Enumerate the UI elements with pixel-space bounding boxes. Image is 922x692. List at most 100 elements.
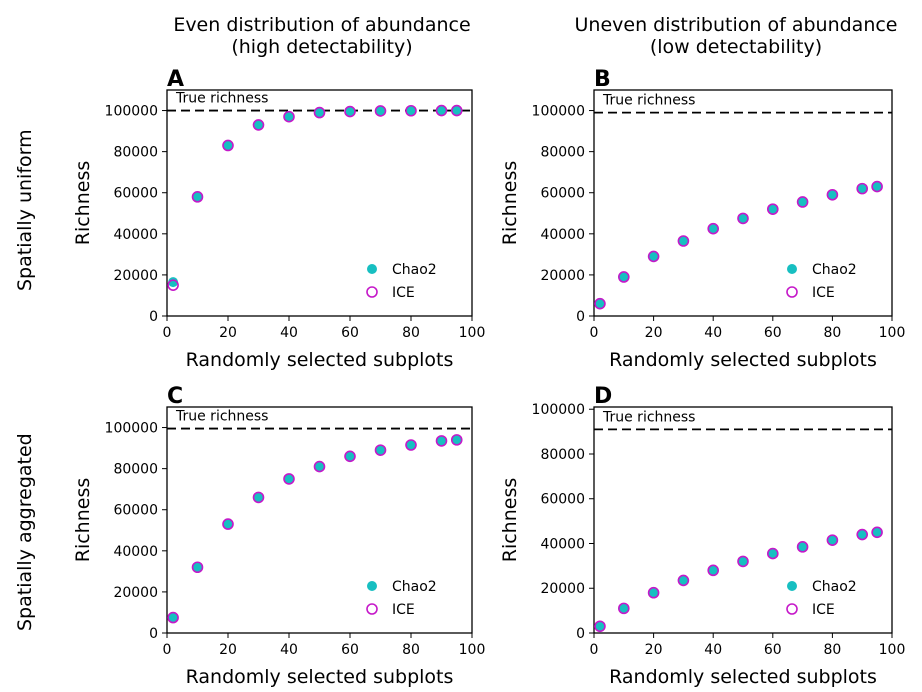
- column-title-even-line1: Even distribution of abundance: [173, 14, 471, 36]
- panel-a-chao2-point: [192, 191, 203, 202]
- panel-a-ice-point: [435, 104, 448, 117]
- panel-a-xtick-label: 20: [219, 325, 237, 341]
- panel-c-ytick-label: 60000: [113, 503, 158, 519]
- panel-a-ice-point: [283, 110, 295, 123]
- panel-c-ice-point: [313, 460, 326, 473]
- panel-a-ytick-label: 100000: [105, 104, 158, 120]
- panel-c-xtick-label: 60: [341, 642, 359, 658]
- panel-c-ytick-label: 20000: [113, 585, 158, 601]
- panel-a-chao2-point: [451, 105, 462, 116]
- panel-d-ice-point: [647, 586, 660, 599]
- panel-d-ice-point: [826, 534, 839, 546]
- panel-c-chao2-point: [345, 451, 355, 462]
- panel-c-axes-frame: [166, 406, 473, 634]
- panel-d-ice-point: [677, 574, 690, 587]
- panel-c-ytick-label: 40000: [113, 544, 158, 560]
- panel-b-ice-point: [647, 250, 660, 263]
- panel-b-ice-point: [677, 235, 690, 247]
- panel-c-ice-point: [405, 439, 417, 451]
- panel-a-xtick-label: 40: [280, 325, 298, 341]
- panel-c-chao2-point: [314, 461, 325, 472]
- panel-a-ylabel: Richness: [72, 161, 94, 246]
- panel-d-ytick-label: 0: [576, 626, 585, 642]
- panel-d-legend-chao2-label: Chao2: [812, 579, 857, 595]
- panel-c-ytick-label: 0: [149, 626, 158, 642]
- panel-b-chao2-point: [678, 236, 689, 247]
- panel-d-xtick-label: 40: [704, 642, 722, 658]
- panel-b-legend-chao2-label: Chao2: [812, 262, 857, 278]
- panel-d-ice-point: [871, 526, 883, 539]
- panel-a-xtick-label: 80: [402, 325, 420, 341]
- panel-c-legend-ice-label: ICE: [392, 602, 415, 618]
- panel-c-ytick-label: 100000: [105, 421, 158, 437]
- column-title-uneven-line2: (low detectability): [649, 36, 823, 58]
- panel-b-axes-frame: [593, 89, 893, 317]
- panel-d-ytick-label: 60000: [540, 492, 585, 508]
- panel-d-ice-point: [594, 620, 606, 633]
- panel-b-ytick-label: 0: [576, 309, 585, 325]
- panel-a-ice-point: [167, 279, 179, 291]
- panel-a-legend-chao2-marker: [367, 264, 377, 274]
- panel-a-xtick-label: 60: [341, 325, 359, 341]
- panel-b-ice-point: [707, 222, 720, 235]
- panel-b-true-richness-label: True richness: [602, 93, 695, 109]
- panel-c-xtick-label: 80: [402, 642, 420, 658]
- panel-b-ylabel: Richness: [499, 161, 521, 246]
- panel-c-xtick-label: 20: [219, 642, 237, 658]
- panel-b-xtick-label: 40: [704, 325, 722, 341]
- panel-a-legend-ice-label: ICE: [392, 285, 415, 301]
- panel-d-xlabel: Randomly selected subplots: [609, 666, 877, 688]
- panel-c-ylabel: Richness: [72, 478, 94, 563]
- panel-c-xtick-label: 100: [459, 642, 486, 658]
- panel-a-ytick-label: 20000: [113, 268, 158, 284]
- panel-c-chao2-point: [284, 473, 294, 484]
- panel-c-ice-point: [167, 611, 179, 624]
- panel-a-true-richness-label: True richness: [175, 91, 268, 107]
- panel-b-ice-point: [594, 297, 606, 310]
- panel-d-chao2-point: [648, 587, 659, 598]
- panel-b-ytick-label: 40000: [540, 227, 585, 243]
- panel-b-legend-chao2-marker: [787, 264, 797, 274]
- panel-b-legend-ice-marker: [786, 286, 798, 298]
- panel-c-chao2-point: [375, 445, 386, 456]
- panel-c-ice-point: [252, 491, 265, 504]
- panel-c-chao2-point: [192, 562, 203, 573]
- panel-b-xtick-label: 20: [645, 325, 663, 341]
- panel-b-xtick-label: 80: [823, 325, 841, 341]
- panel-d-xtick-label: 60: [764, 642, 782, 658]
- panel-c-letter: C: [167, 384, 183, 409]
- panel-a-chao2-point: [345, 106, 355, 117]
- panel-d-ytick-label: 80000: [540, 447, 585, 463]
- panel-d-ice-point: [796, 541, 809, 553]
- panel-b-xlabel: Randomly selected subplots: [609, 349, 877, 371]
- panel-b-ice-point: [766, 203, 779, 215]
- panel-d-ice-point: [766, 547, 779, 560]
- panel-b-ice-point: [796, 196, 809, 208]
- panel-b-xtick-label: 0: [590, 325, 599, 341]
- panel-b-ice-point: [871, 180, 883, 193]
- panel-d-ice-point: [856, 528, 869, 541]
- panel-c-legend-chao2-label: Chao2: [392, 579, 437, 595]
- panel-b-chao2-point: [708, 223, 719, 234]
- panel-b-chao2-point: [594, 298, 605, 309]
- panel-b-chao2-point: [797, 196, 808, 207]
- column-title-even-line2: (high detectability): [231, 36, 413, 58]
- panel-c-chao2-point: [253, 492, 264, 503]
- panel-d-letter: D: [594, 384, 612, 409]
- panel-b-ytick-label: 60000: [540, 186, 585, 202]
- panel-d-ytick-label: 40000: [540, 536, 585, 552]
- panel-a-chao2-point: [436, 105, 447, 116]
- panel-b-xtick-label: 60: [764, 325, 782, 341]
- panel-c-chao2-point: [436, 435, 447, 446]
- panel-b-legend-ice-label: ICE: [812, 285, 835, 301]
- panel-d-ylabel: Richness: [499, 478, 521, 563]
- panel-d-chao2-point: [618, 603, 629, 614]
- panel-b-ytick-label: 100000: [532, 104, 585, 120]
- panel-a-chao2-point: [406, 105, 416, 116]
- panel-c-ice-point: [283, 473, 295, 485]
- panel-b-ice-point: [856, 182, 869, 195]
- panel-c-ice-point: [191, 561, 204, 574]
- panel-c-chao2-point: [451, 434, 462, 445]
- panel-c-legend-chao2-marker: [367, 581, 377, 591]
